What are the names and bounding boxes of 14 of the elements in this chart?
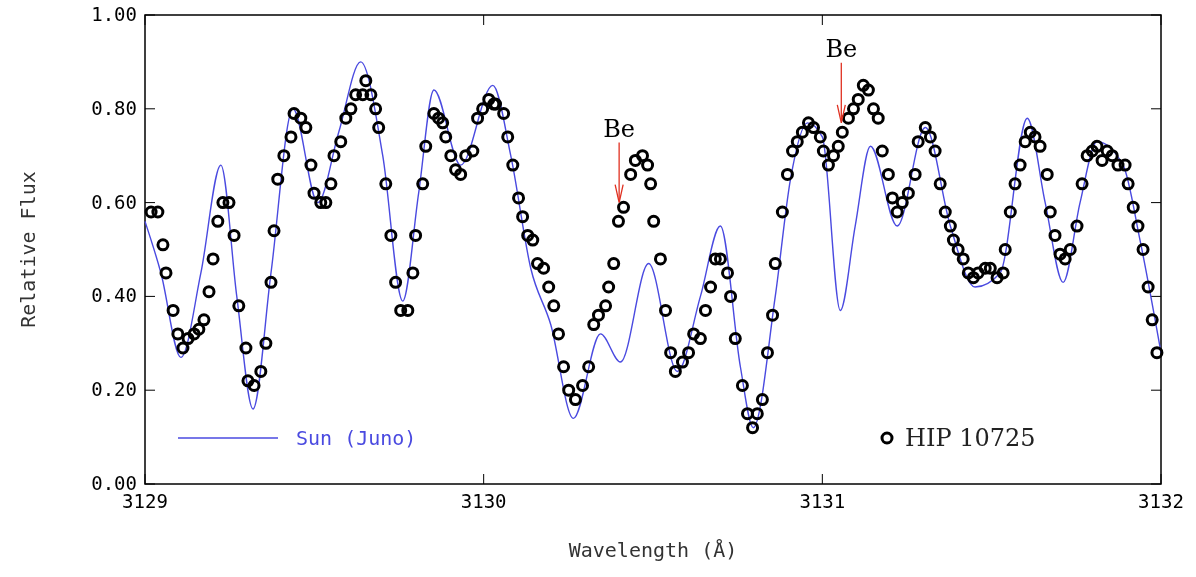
x-tick-label: 3132 [1138,490,1184,512]
y-tick-label: 0.20 [91,378,137,401]
y-tick-label: 0.80 [91,96,137,119]
legend-label: HIP 10725 [905,424,1036,452]
annotation: Be [825,34,858,63]
x-tick-label: 3131 [799,490,846,512]
y-axis-title: Relative Flux [16,171,40,328]
y-tick-label: 0.40 [91,284,137,307]
y-tick-label: 0.60 [91,190,137,213]
legend-label: Sun (Juno) [296,426,417,450]
y-tick-label: 1.00 [91,3,137,25]
x-axis-title: Wavelength (Å) [568,538,738,562]
x-tick-label: 3130 [460,490,507,512]
annotation: Be [603,114,636,143]
